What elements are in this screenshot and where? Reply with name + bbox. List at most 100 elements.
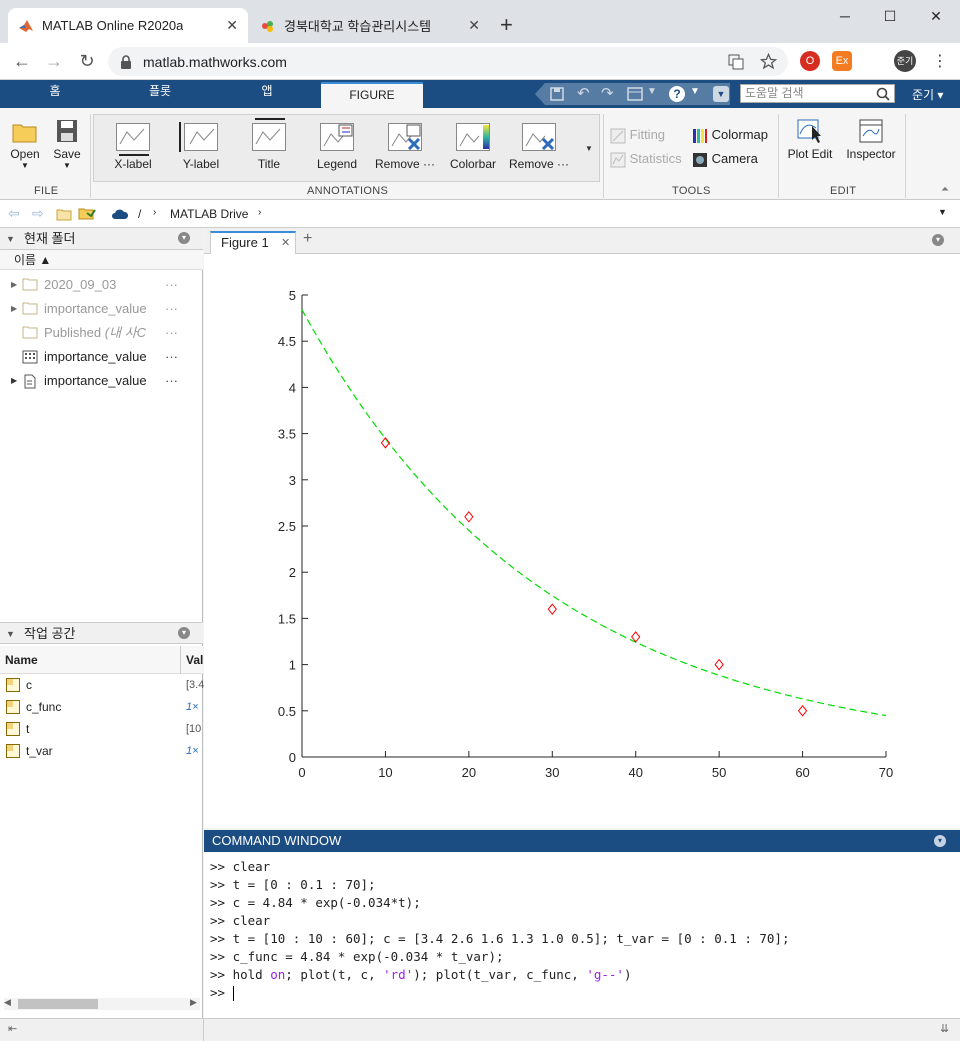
chevron-down-icon[interactable]: ▼: [647, 86, 657, 97]
profile-avatar[interactable]: 준기: [894, 50, 916, 72]
window-layout-icon[interactable]: [627, 87, 643, 101]
opera-extension-icon[interactable]: O: [800, 51, 820, 71]
translate-icon[interactable]: [728, 54, 744, 70]
panel-menu-icon[interactable]: ▾: [934, 835, 946, 847]
new-tab-button[interactable]: +: [500, 12, 513, 37]
more-icon[interactable]: ···: [165, 277, 178, 292]
name-column-header[interactable]: 이름 ▲: [0, 250, 203, 270]
workspace-variable[interactable]: c_func 1×: [0, 696, 200, 718]
back-arrow-icon[interactable]: ⇦: [8, 205, 20, 221]
star-icon[interactable]: [760, 53, 777, 70]
scroll-right-icon[interactable]: ▶: [190, 997, 197, 1007]
panel-menu-icon[interactable]: ▾: [178, 627, 190, 639]
section-label-file: FILE: [34, 185, 59, 197]
fitting-button[interactable]: Fitting: [610, 127, 665, 144]
matlab-logo-icon: [19, 19, 33, 32]
folder-item[interactable]: Published (내 사C ···: [0, 321, 200, 345]
gallery-expand-icon[interactable]: ▼: [585, 144, 593, 153]
folder-item[interactable]: ▶ importance_value ···: [0, 297, 200, 321]
up-folder-icon[interactable]: [56, 207, 72, 221]
chevron-down-icon[interactable]: ▼: [690, 86, 700, 97]
minimize-icon[interactable]: ─: [840, 8, 850, 24]
horizontal-scrollbar[interactable]: ◀ ▶: [4, 997, 200, 1010]
name-column-header[interactable]: Name: [5, 653, 38, 667]
kebab-menu-icon[interactable]: ⋮: [932, 53, 948, 70]
path-root[interactable]: /: [138, 207, 142, 221]
collapse-ribbon-icon[interactable]: ⏶: [941, 184, 949, 195]
remove-colorbar-icon: [522, 123, 556, 151]
more-icon[interactable]: ···: [165, 349, 178, 364]
figure-panel: 0 10 20 30 40 50 60 70 0 0.5 1 1.5 2 2.5 3 3.5 4 4.5 5: [204, 228, 960, 828]
browse-folder-icon[interactable]: [78, 206, 96, 222]
help-icon[interactable]: ?: [669, 86, 685, 102]
close-icon[interactable]: ✕: [226, 17, 238, 33]
statistics-button[interactable]: Statistics: [610, 151, 682, 168]
file-item[interactable]: ▶ importance_value ···: [0, 369, 200, 393]
tab-apps[interactable]: 앱: [261, 84, 273, 98]
open-button[interactable]: Open ▼: [6, 120, 44, 170]
path-folder[interactable]: MATLAB Drive: [170, 207, 249, 221]
title-button[interactable]: Title: [238, 118, 300, 171]
ylabel-button[interactable]: Y-label: [170, 122, 232, 171]
value-column-header[interactable]: Val: [180, 646, 203, 674]
folder-item[interactable]: ▶ 2020_09_03 ···: [0, 273, 200, 297]
path-dropdown-icon[interactable]: ▼: [938, 207, 947, 217]
save-button[interactable]: Save ▼: [48, 118, 86, 170]
redo-icon[interactable]: ↷: [601, 85, 614, 102]
save-icon[interactable]: [549, 86, 565, 102]
more-icon[interactable]: ···: [165, 325, 178, 340]
remove-legend-button[interactable]: Remove ···: [372, 123, 438, 171]
scroll-left-icon[interactable]: ◀: [4, 997, 11, 1007]
workspace-variable[interactable]: c [3.4: [0, 674, 204, 696]
expand-icon[interactable]: ▶: [11, 280, 18, 289]
close-window-icon[interactable]: ✕: [930, 8, 942, 24]
url-bar[interactable]: matlab.mathworks.com: [108, 47, 788, 76]
ex-extension-icon[interactable]: Ex: [832, 51, 852, 71]
plot-edit-button[interactable]: Plot Edit: [784, 118, 836, 161]
expand-icon[interactable]: ▶: [11, 304, 18, 313]
reload-icon[interactable]: ↻: [79, 51, 95, 71]
command-window[interactable]: >> clear >> t = [0 : 0.1 : 70]; >> c = 4…: [204, 852, 960, 1018]
inspector-button[interactable]: Inspector: [842, 118, 900, 161]
tab-home[interactable]: 홈: [49, 84, 61, 98]
xlabel-button[interactable]: X-label: [100, 123, 166, 171]
doc-search-input[interactable]: 도움말 검색: [740, 84, 895, 103]
forward-arrow-icon[interactable]: →: [45, 51, 63, 71]
camera-button[interactable]: Camera: [692, 151, 758, 168]
forward-arrow-icon[interactable]: ⇨: [32, 205, 44, 221]
user-menu[interactable]: 준기 ▾: [912, 88, 944, 102]
colorbar-button[interactable]: Colorbar: [442, 123, 504, 171]
legend-button[interactable]: Legend: [306, 123, 368, 171]
close-icon[interactable]: ✕: [281, 237, 291, 249]
scrollbar-thumb[interactable]: [18, 999, 98, 1009]
panel-menu-icon[interactable]: ▾: [178, 232, 190, 244]
expand-icon[interactable]: ▶: [11, 376, 18, 385]
workspace-variable[interactable]: t_var 1×: [0, 740, 200, 762]
close-icon[interactable]: ✕: [468, 17, 480, 33]
panel-menu-icon[interactable]: ▾: [932, 234, 944, 246]
more-icon[interactable]: ···: [165, 301, 178, 316]
figure-axes[interactable]: 0 10 20 30 40 50 60 70 0 0.5 1 1.5 2 2.5 3 3.5 4 4.5 5: [204, 254, 960, 828]
more-icon[interactable]: ···: [165, 373, 178, 388]
section-label-annotations: ANNOTATIONS: [307, 185, 389, 197]
search-icon[interactable]: [876, 87, 890, 101]
back-arrow-icon[interactable]: ←: [13, 51, 31, 71]
collapse-toolbar-icon[interactable]: ▼: [713, 86, 729, 102]
status-collapse-icon[interactable]: ⇊: [940, 1023, 950, 1035]
remove-colorbar-button[interactable]: Remove ···: [506, 123, 572, 171]
workspace-variable[interactable]: t [10: [0, 718, 201, 740]
command-prompt[interactable]: >>: [210, 985, 234, 1001]
status-left-icon[interactable]: ⇤: [8, 1023, 18, 1035]
collapse-icon[interactable]: ▼: [6, 234, 15, 244]
colormap-button[interactable]: Colormap: [692, 127, 768, 144]
undo-icon[interactable]: ↶: [577, 85, 590, 102]
browser-tab-lms[interactable]: 경북대학교 학습관리시스템 ✕: [250, 8, 490, 43]
tab-figure[interactable]: FIGURE: [321, 82, 423, 108]
collapse-icon[interactable]: ▼: [6, 629, 15, 639]
maximize-icon[interactable]: ☐: [883, 8, 897, 24]
file-item[interactable]: importance_value ···: [0, 345, 200, 369]
browser-tab-matlab[interactable]: MATLAB Online R2020a ✕: [8, 8, 248, 43]
tab-plots[interactable]: 플롯: [148, 84, 172, 98]
add-figure-icon[interactable]: +: [303, 230, 313, 247]
figure-tab[interactable]: Figure 1 ✕: [210, 231, 296, 254]
